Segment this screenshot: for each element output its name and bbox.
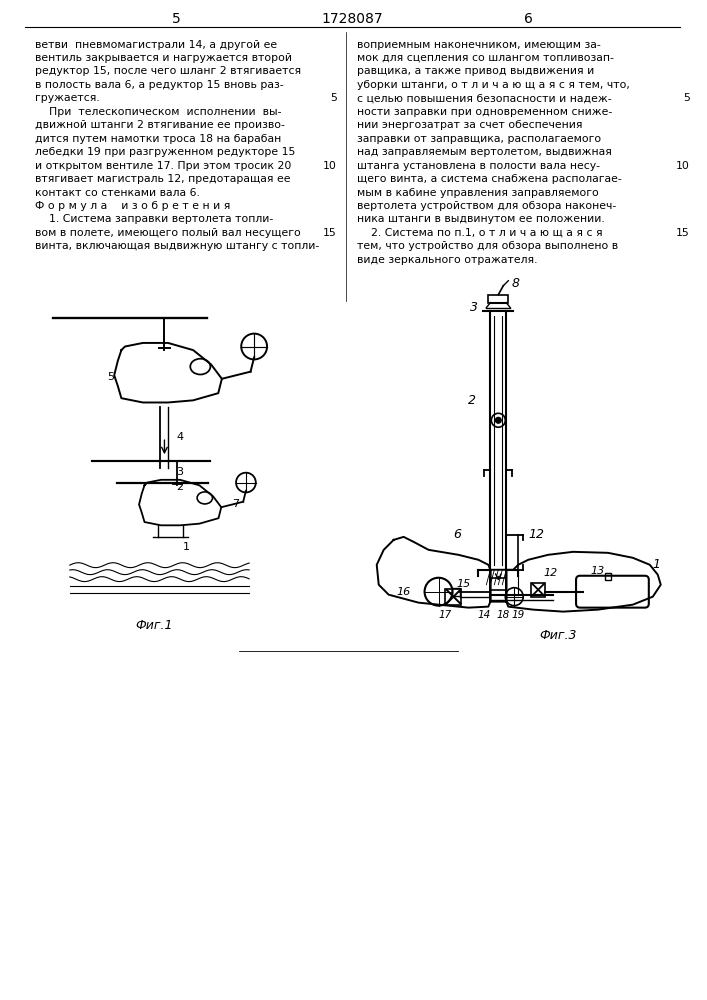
Text: мым в кабине управления заправляемого: мым в кабине управления заправляемого [357,188,599,198]
Text: 5: 5 [683,93,689,103]
Text: щего винта, а система снабжена располагае-: щего винта, а система снабжена располага… [357,174,621,184]
Text: ника штанги в выдвинутом ее положении.: ника штанги в выдвинутом ее положении. [357,214,604,224]
Text: 3: 3 [470,301,479,314]
Text: и открытом вентиле 17. При этом тросик 20: и открытом вентиле 17. При этом тросик 2… [35,161,291,171]
Text: 13: 13 [590,566,604,576]
Text: При  телескопическом  исполнении  вы-: При телескопическом исполнении вы- [35,107,281,117]
Text: 5: 5 [107,372,114,382]
Bar [605,573,611,580]
Text: Фиг.1: Фиг.1 [136,619,173,632]
Text: 15: 15 [323,228,337,238]
Text: 15: 15 [457,579,471,589]
Text: 15: 15 [676,228,689,238]
Text: с целью повышения безопасности и надеж-: с целью повышения безопасности и надеж- [357,93,612,103]
Text: уборки штанги, о т л и ч а ю щ а я с я тем, что,: уборки штанги, о т л и ч а ю щ а я с я т… [357,80,630,90]
Text: штанга установлена в полости вала несу-: штанга установлена в полости вала несу- [357,161,600,171]
Text: 12: 12 [528,528,544,541]
Text: редуктор 15, после чего шланг 2 втягивается: редуктор 15, после чего шланг 2 втягивае… [35,66,301,76]
Text: равщика, а также привод выдвижения и: равщика, а также привод выдвижения и [357,66,594,76]
Bar [445,589,462,605]
Text: 1728087: 1728087 [321,12,382,26]
Text: вентиль закрывается и нагружается второй: вентиль закрывается и нагружается второй [35,53,292,63]
Text: вом в полете, имеющего полый вал несущего: вом в полете, имеющего полый вал несущег… [35,228,300,238]
Text: 4: 4 [177,432,184,442]
Text: 7: 7 [232,499,240,509]
Text: 2: 2 [469,394,477,407]
Text: 19: 19 [512,610,525,620]
Text: лебедки 19 при разгруженном редукторе 15: лебедки 19 при разгруженном редукторе 15 [35,147,296,157]
Circle shape [496,417,501,423]
Text: контакт со стенками вала 6.: контакт со стенками вала 6. [35,188,200,198]
Text: 1: 1 [182,542,189,552]
Bar [452,588,460,596]
Text: движной штанги 2 втягивание ее произво-: движной штанги 2 втягивание ее произво- [35,120,285,130]
Text: заправки от заправщика, располагаемого: заправки от заправщика, располагаемого [357,134,601,144]
Text: ветви  пневмомагистрали 14, а другой ее: ветви пневмомагистрали 14, а другой ее [35,40,277,50]
Text: 18: 18 [497,610,510,620]
Text: 16: 16 [397,587,411,597]
Text: воприемным наконечником, имеющим за-: воприемным наконечником, имеющим за- [357,40,600,50]
Text: нии энергозатрат за счет обеспечения: нии энергозатрат за счет обеспечения [357,120,583,130]
Text: 5: 5 [330,93,337,103]
Text: 14: 14 [478,610,491,620]
Text: в полость вала 6, а редуктор 15 вновь раз-: в полость вала 6, а редуктор 15 вновь ра… [35,80,284,90]
Text: 2: 2 [177,482,184,492]
Text: Ф о р м у л а    и з о б р е т е н и я: Ф о р м у л а и з о б р е т е н и я [35,201,230,211]
Bar [531,583,545,597]
Circle shape [491,413,506,427]
Text: винта, включающая выдвижную штангу с топли-: винта, включающая выдвижную штангу с топ… [35,241,319,251]
Text: дится путем намотки троса 18 на барабан: дится путем намотки троса 18 на барабан [35,134,281,144]
Text: 1: 1 [653,558,661,571]
Text: ности заправки при одновременном сниже-: ности заправки при одновременном сниже- [357,107,612,117]
Text: 8: 8 [511,277,519,290]
Text: мок для сцепления со шлангом топливозап-: мок для сцепления со шлангом топливозап- [357,53,614,63]
Text: 5: 5 [172,12,181,26]
Text: Фиг.3: Фиг.3 [539,629,577,642]
Text: вертолета устройством для обзора наконеч-: вертолета устройством для обзора наконеч… [357,201,616,211]
Text: гружается.: гружается. [35,93,100,103]
Text: втягивает магистраль 12, предотаращая ее: втягивает магистраль 12, предотаращая ее [35,174,291,184]
Text: 6: 6 [524,12,532,26]
Bar [491,578,506,590]
Text: 6: 6 [453,528,462,541]
Text: 12: 12 [543,568,557,578]
Text: виде зеркального отражателя.: виде зеркального отражателя. [357,255,537,265]
Text: 3: 3 [177,467,183,477]
Text: тем, что устройство для обзора выполнено в: тем, что устройство для обзора выполнено… [357,241,618,251]
Text: 2. Система по п.1, о т л и ч а ю щ а я с я: 2. Система по п.1, о т л и ч а ю щ а я с… [357,228,602,238]
Bar [489,295,508,303]
Text: 17: 17 [439,610,452,620]
Text: 10: 10 [676,161,689,171]
Text: 10: 10 [323,161,337,171]
Text: 1. Система заправки вертолета топли-: 1. Система заправки вертолета топли- [35,214,273,224]
Text: над заправляемым вертолетом, выдвижная: над заправляемым вертолетом, выдвижная [357,147,612,157]
